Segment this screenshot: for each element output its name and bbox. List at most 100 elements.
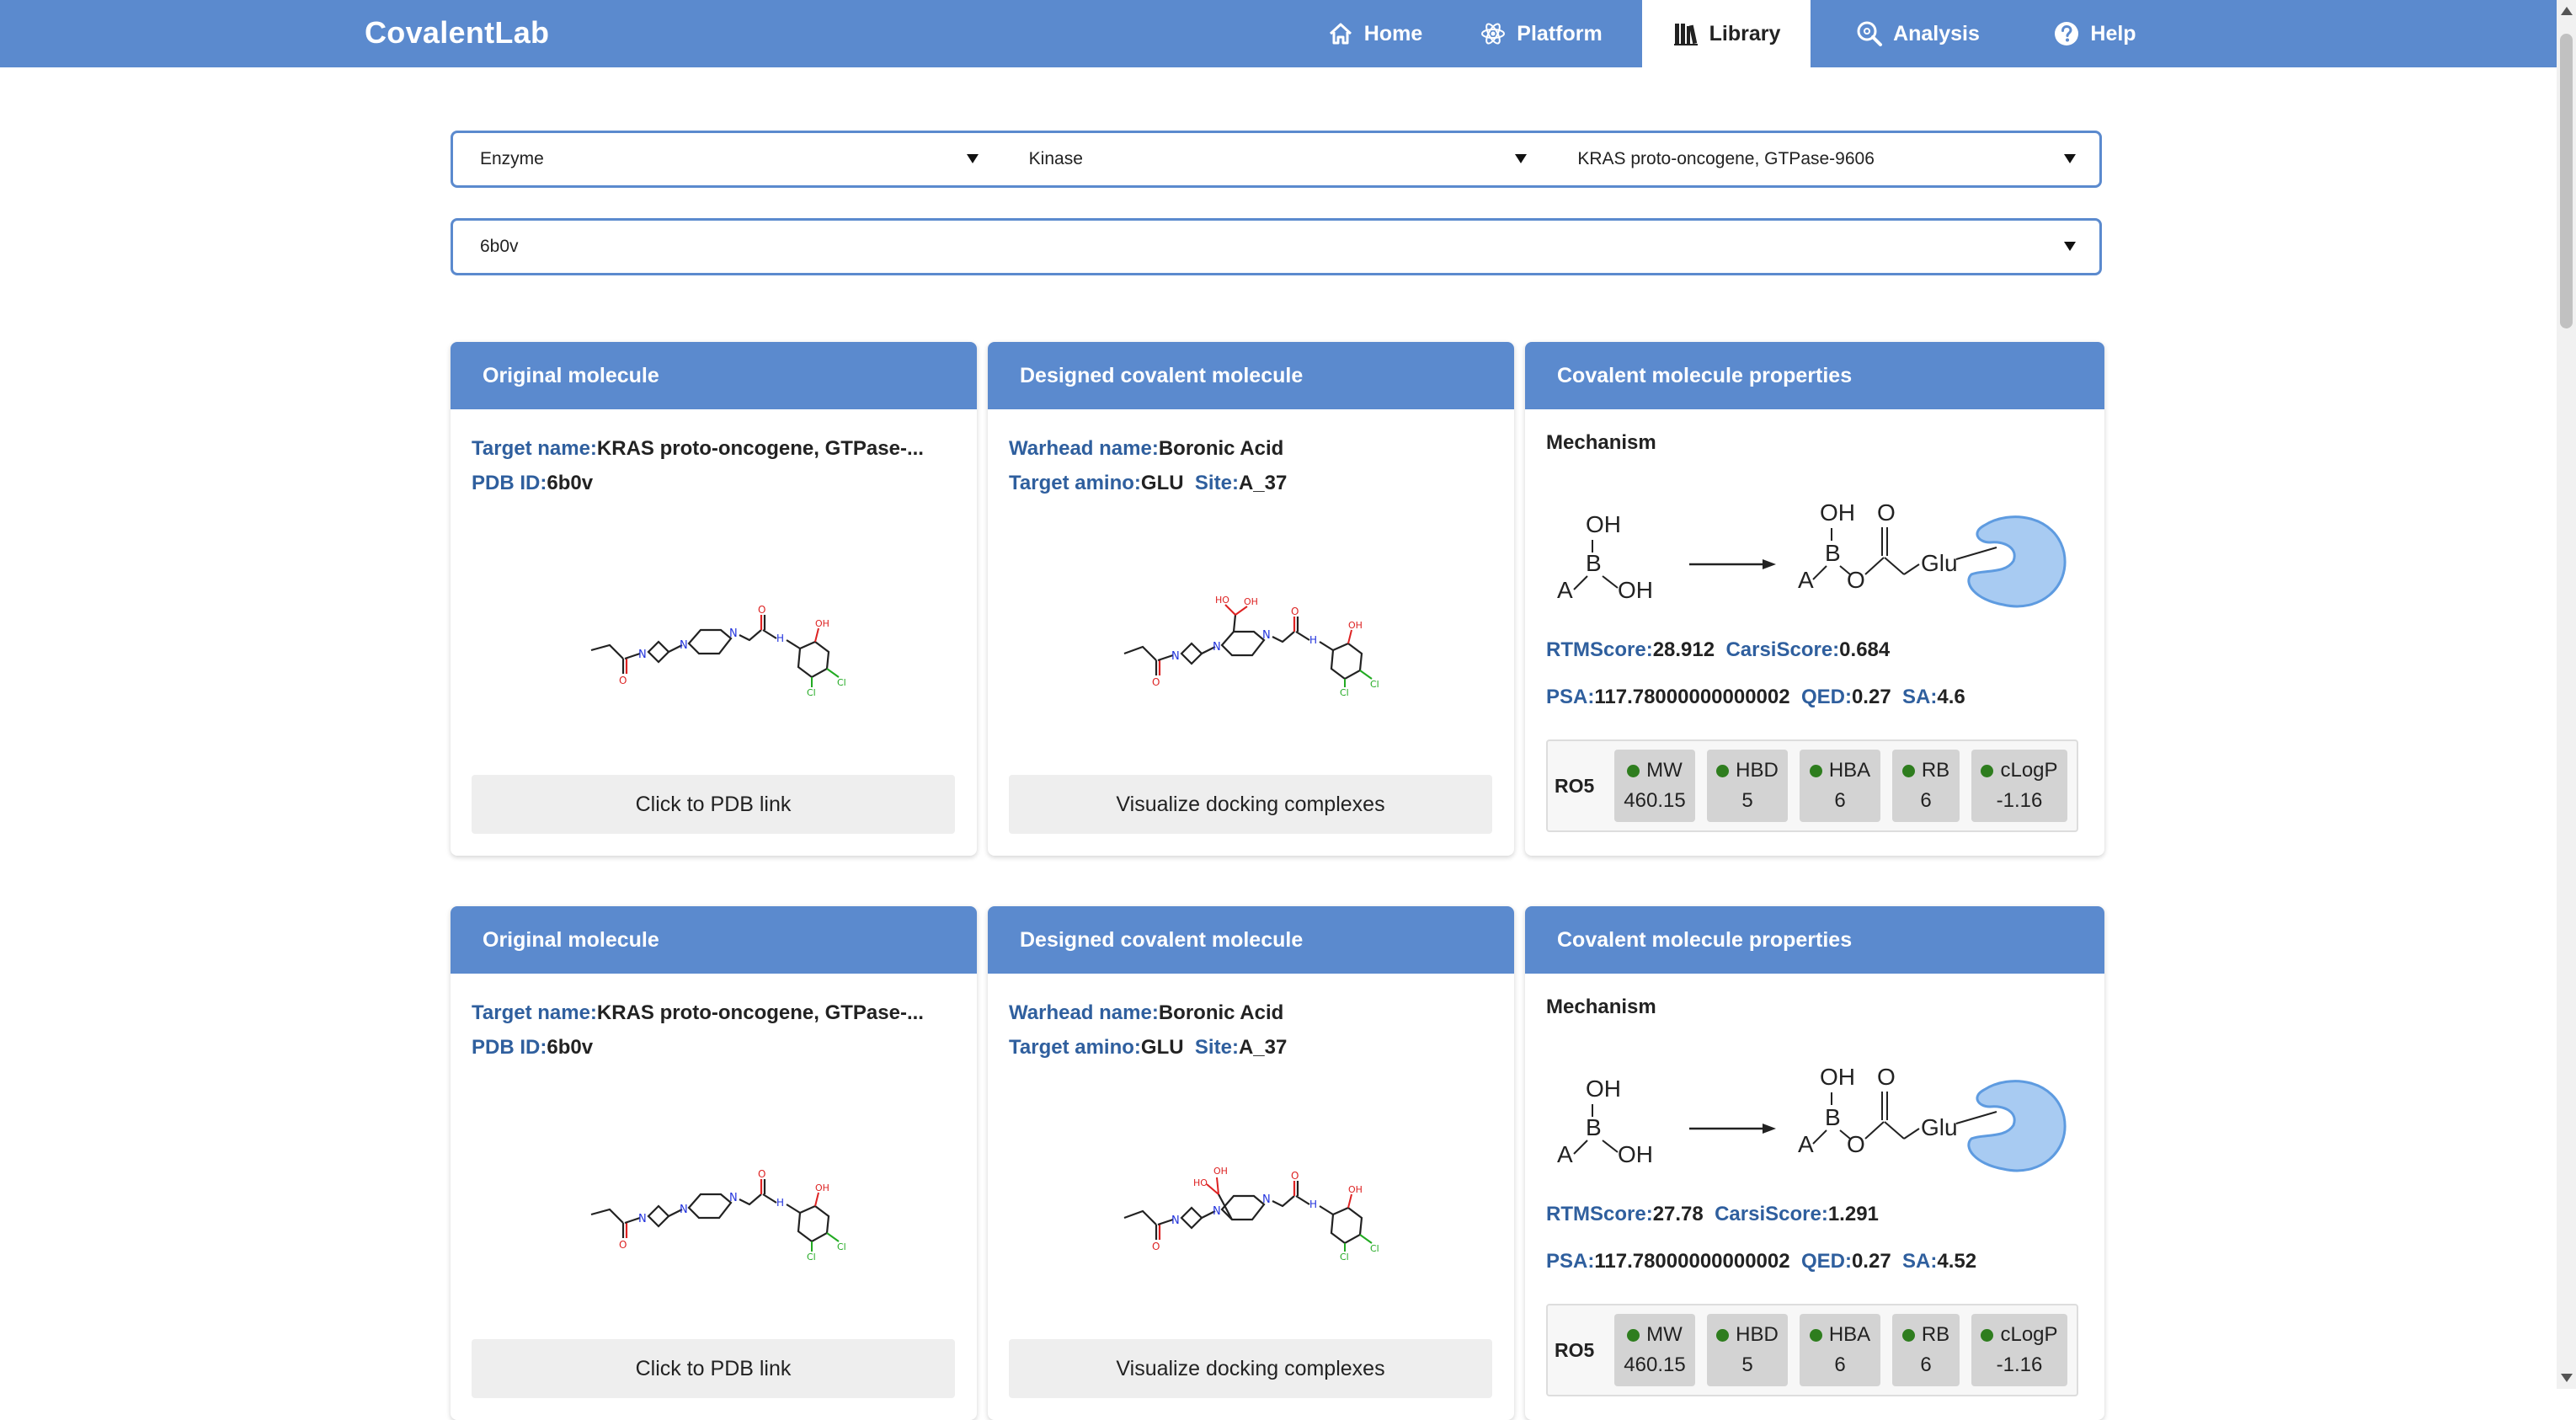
svg-text:B: B [1586,1114,1602,1140]
svg-text:HO: HO [1215,595,1229,606]
card-header: Covalent molecule properties [1525,906,2104,974]
ro5-chip-mw: MW 460.15 [1614,750,1695,822]
category-select-value: Enzyme [480,149,544,168]
svg-text:N: N [729,1192,738,1204]
svg-text:N: N [680,1204,688,1216]
pdb-link-button[interactable]: Click to PDB link [472,1339,955,1398]
pdb-id-field: PDB ID:6b0v [472,472,594,494]
nav-library[interactable]: Library [1642,0,1811,67]
svg-text:A: A [1798,1131,1814,1157]
svg-text:B: B [1586,550,1602,576]
family-select[interactable]: Kinase [1002,133,1551,185]
svg-text:Cl: Cl [807,687,816,696]
nav-platform[interactable]: Platform [1440,0,1642,67]
visualize-docking-button[interactable]: Visualize docking complexes [1009,1339,1492,1398]
ro5-chip-clogp: cLogP -1.16 [1971,1314,2067,1386]
nav-platform-label: Platform [1517,21,1603,45]
scroll-up-arrow-icon[interactable] [2561,7,2573,15]
covalent-properties-card: Covalent molecule properties Mechanism O… [1525,342,2104,856]
target-select-value: KRAS proto-oncogene, GTPase-9606 [1577,149,1875,168]
pdb-link-button[interactable]: Click to PDB link [472,775,955,834]
svg-text:H: H [776,1197,784,1209]
pass-dot-icon [1716,764,1730,777]
svg-text:Cl: Cl [1370,1243,1379,1254]
pass-dot-icon [1627,764,1640,777]
top-nav-bar: CovalentLab Home Platform Library Analys… [0,0,2557,67]
target-select[interactable]: KRAS proto-oncogene, GTPase-9606 [1550,133,2099,185]
nav-library-label: Library [1709,21,1781,45]
original-molecule-structure: O N N N O H OH Cl Cl [590,1168,846,1260]
svg-text:N: N [638,1213,647,1225]
ro5-chip-hba: HBA 6 [1800,750,1880,822]
nav-home[interactable]: Home [1309,0,1440,67]
svg-text:OH: OH [1213,1166,1228,1177]
scroll-down-arrow-icon[interactable] [2561,1374,2573,1382]
card-header: Designed covalent molecule [988,342,1514,409]
score-line: RTMScore:27.78 CarsiScore:1.291 [1546,1203,1879,1225]
svg-text:N: N [1213,1205,1221,1218]
svg-text:N: N [680,639,688,652]
library-icon [1672,20,1699,47]
dropdown-arrow-icon [2064,154,2077,163]
pass-dot-icon [1981,764,1994,777]
svg-text:N: N [1262,629,1271,642]
svg-text:B: B [1825,540,1841,566]
mechanism-scheme: OH B A OH OH O B A O Glu [1557,1064,2067,1172]
designed-molecule-structure: O N N HO OH N O H OH Cl Cl [1123,595,1379,696]
visualize-docking-button[interactable]: Visualize docking complexes [1009,775,1492,834]
ro5-label: RO5 [1555,775,1595,797]
svg-text:Cl: Cl [1340,1252,1349,1260]
brand-logo[interactable]: CovalentLab [365,15,550,50]
svg-text:OH: OH [815,1182,829,1193]
pdb-select[interactable]: 6b0v [453,221,2099,273]
pass-dot-icon [1627,1328,1640,1342]
scroll-thumb[interactable] [2560,34,2573,328]
svg-text:H: H [1309,634,1317,646]
svg-text:Glu: Glu [1921,1114,1958,1140]
card-header: Designed covalent molecule [988,906,1514,974]
ro5-chip-rb: RB 6 [1892,1314,1960,1386]
nav-analysis-label: Analysis [1893,21,1980,45]
pdb-select-value: 6b0v [480,237,519,256]
pass-dot-icon [1716,1328,1730,1342]
mechanism-scheme: OH B A OH OH O B A O Glu [1557,499,2067,608]
svg-text:O: O [1847,1131,1865,1157]
svg-text:N: N [1171,650,1180,663]
ro5-panel: RO5 MW 460.15 HBD 5 HBA 6 RB 6 cLogP -1.16 [1546,739,2078,832]
svg-text:A: A [1557,577,1573,603]
svg-text:O: O [619,1239,627,1251]
pass-dot-icon [1809,764,1822,777]
ro5-chip-hbd: HBD 5 [1707,1314,1788,1386]
card-header: Covalent molecule properties [1525,342,2104,409]
nav-help[interactable]: Help [2025,0,2164,67]
dropdown-arrow-icon [2064,242,2076,251]
svg-text:B: B [1825,1104,1841,1130]
atom-icon [1480,20,1507,47]
pdb-filter-row: 6b0v [451,218,2102,275]
nav-analysis[interactable]: Analysis [1811,0,2025,67]
svg-text:Cl: Cl [837,677,846,688]
svg-text:OH: OH [1348,620,1363,631]
warhead-name-field: Warhead name:Boronic Acid [1009,1001,1284,1024]
ro5-chip-rb: RB 6 [1892,750,1960,822]
svg-text:A: A [1557,1141,1573,1167]
svg-text:O: O [1152,1241,1160,1252]
pass-dot-icon [1901,1328,1915,1342]
help-icon [2053,20,2080,47]
svg-text:HO: HO [1193,1177,1208,1188]
ro5-chip-clogp: cLogP -1.16 [1971,750,2067,822]
ro5-chip-mw: MW 460.15 [1614,1314,1695,1386]
page-scrollbar[interactable] [2557,0,2576,1389]
descriptor-line: PSA:117.78000000000002 QED:0.27 SA:4.52 [1546,1250,1977,1273]
svg-text:Cl: Cl [1340,687,1349,696]
descriptor-line: PSA:117.78000000000002 QED:0.27 SA:4.6 [1546,686,1965,708]
ro5-chip-hba: HBA 6 [1800,1314,1880,1386]
target-name-field: Target name:KRAS proto-oncogene, GTPase-… [472,437,924,460]
svg-text:O: O [758,604,765,616]
designed-molecule-card: Designed covalent molecule Warhead name:… [988,342,1514,856]
covalent-properties-card: Covalent molecule properties Mechanism O… [1525,906,2104,1420]
score-line: RTMScore:28.912 CarsiScore:0.684 [1546,638,1891,661]
card-header: Original molecule [451,906,977,974]
svg-text:H: H [1309,1198,1317,1210]
category-select[interactable]: Enzyme [453,133,1002,185]
